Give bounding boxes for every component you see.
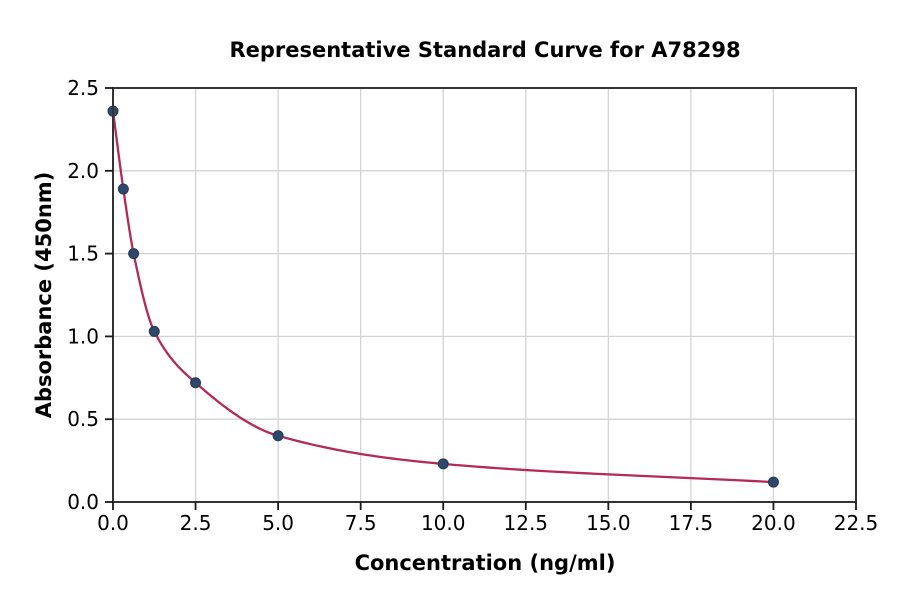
- data-point: [128, 248, 140, 260]
- x-tick-label: 12.5: [504, 511, 549, 535]
- y-tick-label: 2.5: [67, 76, 99, 100]
- x-tick-label: 5.0: [262, 511, 294, 535]
- y-tick-label: 1.5: [67, 242, 99, 266]
- y-axis-label: Absorbance (450nm): [32, 171, 56, 419]
- x-tick-label: 15.0: [586, 511, 631, 535]
- x-tick-label: 22.5: [834, 511, 879, 535]
- y-tick-label: 2.0: [67, 159, 99, 183]
- x-tick-label: 20.0: [751, 511, 796, 535]
- y-tick-label: 0.5: [67, 407, 99, 431]
- x-tick-label: 10.0: [421, 511, 466, 535]
- x-axis-label: Concentration (ng/ml): [354, 551, 616, 575]
- y-tick-label: 1.0: [67, 324, 99, 348]
- x-tick-label: 2.5: [180, 511, 212, 535]
- data-point: [272, 430, 284, 442]
- fit-curve: [111, 110, 775, 484]
- data-point: [437, 458, 449, 470]
- axes-spines: [112, 87, 857, 503]
- y-tick-label: 0.0: [67, 490, 99, 514]
- data-point: [148, 325, 160, 337]
- x-tick-label: 0.0: [97, 511, 129, 535]
- x-tick-label: 17.5: [669, 511, 714, 535]
- x-tick-label: 7.5: [345, 511, 377, 535]
- chart-title: Representative Standard Curve for A78298: [229, 38, 741, 62]
- data-point: [117, 183, 129, 195]
- data-point: [767, 476, 779, 488]
- data-point: [190, 377, 202, 389]
